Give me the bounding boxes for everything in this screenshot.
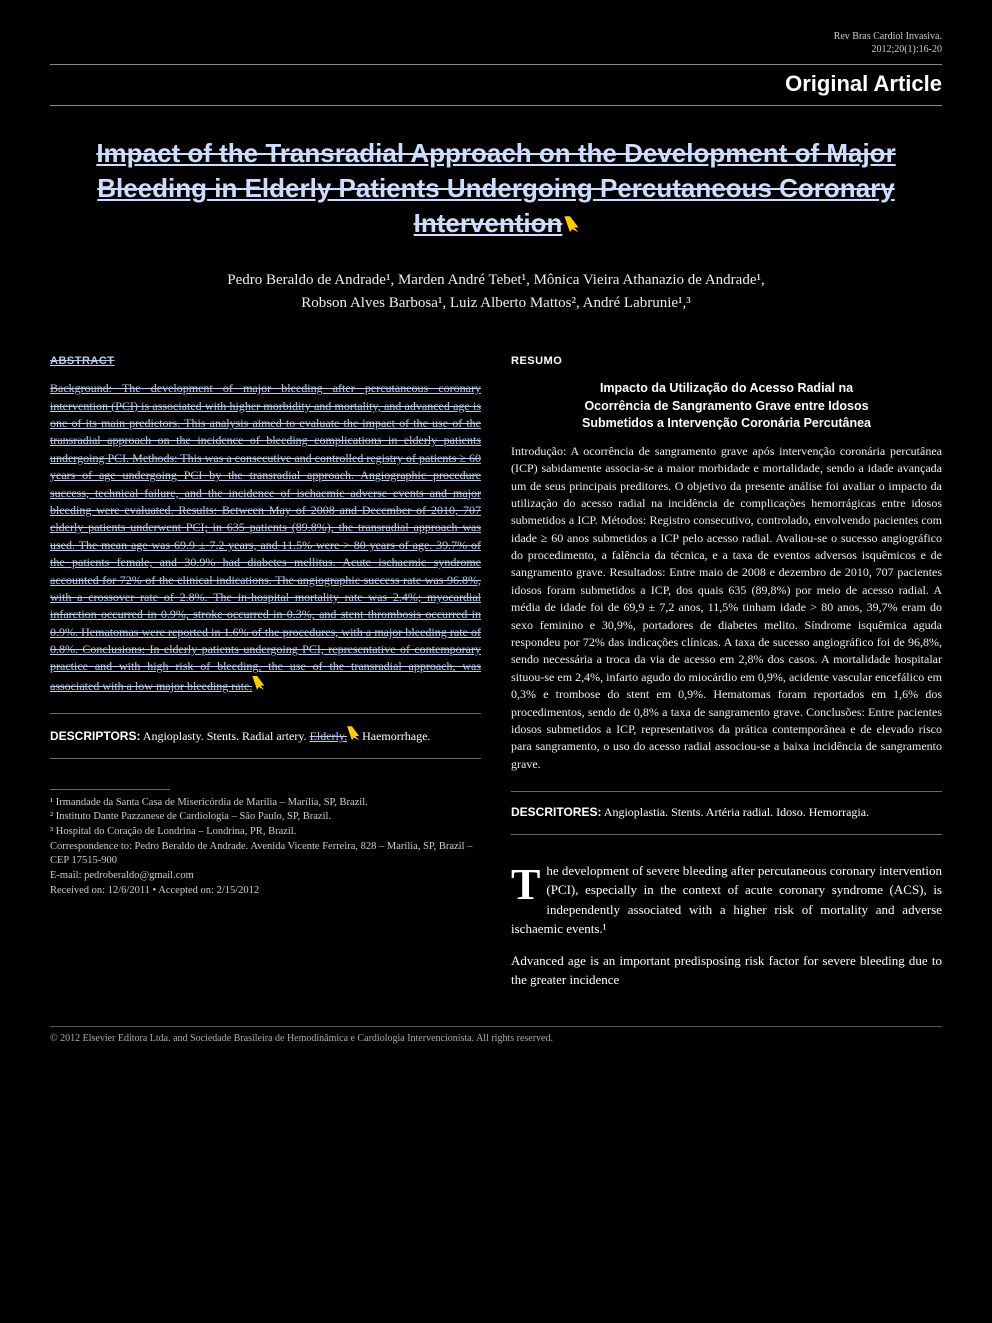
descriptors-en-tail: Haemorrhage. xyxy=(362,729,430,743)
cursor-icon xyxy=(564,216,578,232)
resumo-title-l2: Ocorrência de Sangramento Grave entre Id… xyxy=(584,399,868,413)
rule-descriptors-pt-top xyxy=(511,791,942,792)
rule-descriptors-pt-bot xyxy=(511,834,942,835)
dropcap: T xyxy=(511,861,546,905)
cursor-icon xyxy=(347,726,359,740)
rule-top xyxy=(50,64,942,65)
left-column: ABSTRACT Background: The development of … xyxy=(50,354,481,1001)
authors-line-2: Robson Alves Barbosa¹, Luiz Alberto Matt… xyxy=(301,295,691,311)
journal-name: Rev Bras Cardiol Invasiva. xyxy=(834,31,942,42)
page-container: Rev Bras Cardiol Invasiva. 2012;20(1):16… xyxy=(0,0,992,1323)
descriptors-en: DESCRIPTORS: Angioplasty. Stents. Radial… xyxy=(50,726,481,745)
right-column: RESUMO Impacto da Utilização do Acesso R… xyxy=(511,354,942,1001)
affiliations-block: ¹ Irmandade da Santa Casa de Misericórdi… xyxy=(50,789,481,899)
journal-reference: Rev Bras Cardiol Invasiva. 2012;20(1):16… xyxy=(50,30,942,56)
authors-block: Pedro Beraldo de Andrade¹, Marden André … xyxy=(50,269,942,314)
descriptors-pt-label: DESCRITORES: xyxy=(511,805,601,819)
rule-descriptors-en-bot xyxy=(50,758,481,759)
cursor-icon xyxy=(252,676,264,690)
email: E-mail: pedroberaldo@gmail.com xyxy=(50,869,481,884)
rule-mid xyxy=(50,105,942,106)
article-title: Impact of the Transradial Approach on th… xyxy=(50,136,942,241)
authors-line-1: Pedro Beraldo de Andrade¹, Marden André … xyxy=(227,272,765,288)
body-p1-text: he development of severe bleeding after … xyxy=(511,863,942,937)
resumo-subtitle: Impacto da Utilização do Acesso Radial n… xyxy=(511,380,942,433)
copyright-footer: © 2012 Elsevier Editora Ltda. and Socied… xyxy=(50,1026,942,1044)
rule-descriptors-en-top xyxy=(50,713,481,714)
descriptors-pt: DESCRITORES: Angioplastia. Stents. Artér… xyxy=(511,804,942,821)
descriptors-en-label: DESCRIPTORS: xyxy=(50,729,140,743)
affiliation-3: ³ Hospital do Coração de Londrina – Lond… xyxy=(50,825,481,840)
rule-affil xyxy=(50,789,170,790)
abstract-en-link[interactable]: Background: The development of major ble… xyxy=(50,381,481,693)
resumo-title-l1: Impacto da Utilização do Acesso Radial n… xyxy=(600,381,853,395)
dates: Received on: 12/6/2011 • Accepted on: 2/… xyxy=(50,884,481,899)
descriptors-en-text: Angioplasty. Stents. Radial artery. xyxy=(140,729,309,743)
correspondence: Correspondence to: Pedro Beraldo de Andr… xyxy=(50,840,481,869)
abstract-portuguese: Introdução: A ocorrência de sangramento … xyxy=(511,443,942,773)
descriptors-en-link[interactable]: Elderly. xyxy=(310,729,348,743)
two-column-layout: ABSTRACT Background: The development of … xyxy=(50,354,942,1001)
body-paragraph-1: The development of severe bleeding after… xyxy=(511,861,942,939)
body-paragraph-2: Advanced age is an important predisposin… xyxy=(511,951,942,990)
section-type: Original Article xyxy=(50,71,942,97)
abstract-heading-link[interactable]: ABSTRACT xyxy=(50,355,115,367)
affiliation-1: ¹ Irmandade da Santa Casa de Misericórdi… xyxy=(50,796,481,811)
abstract-heading-en: ABSTRACT xyxy=(50,354,481,370)
journal-citation: 2012;20(1):16-20 xyxy=(871,44,942,55)
descriptors-pt-text: Angioplastia. Stents. Artéria radial. Id… xyxy=(601,805,869,819)
affiliation-2: ² Instituto Dante Pazzanese de Cardiolog… xyxy=(50,810,481,825)
title-link[interactable]: Impact of the Transradial Approach on th… xyxy=(96,138,895,238)
abstract-english: Background: The development of major ble… xyxy=(50,380,481,695)
resumo-title-l3: Submetidos a Intervenção Coronária Percu… xyxy=(582,416,871,430)
resumo-heading: RESUMO xyxy=(511,354,942,370)
body-text: The development of severe bleeding after… xyxy=(511,861,942,990)
